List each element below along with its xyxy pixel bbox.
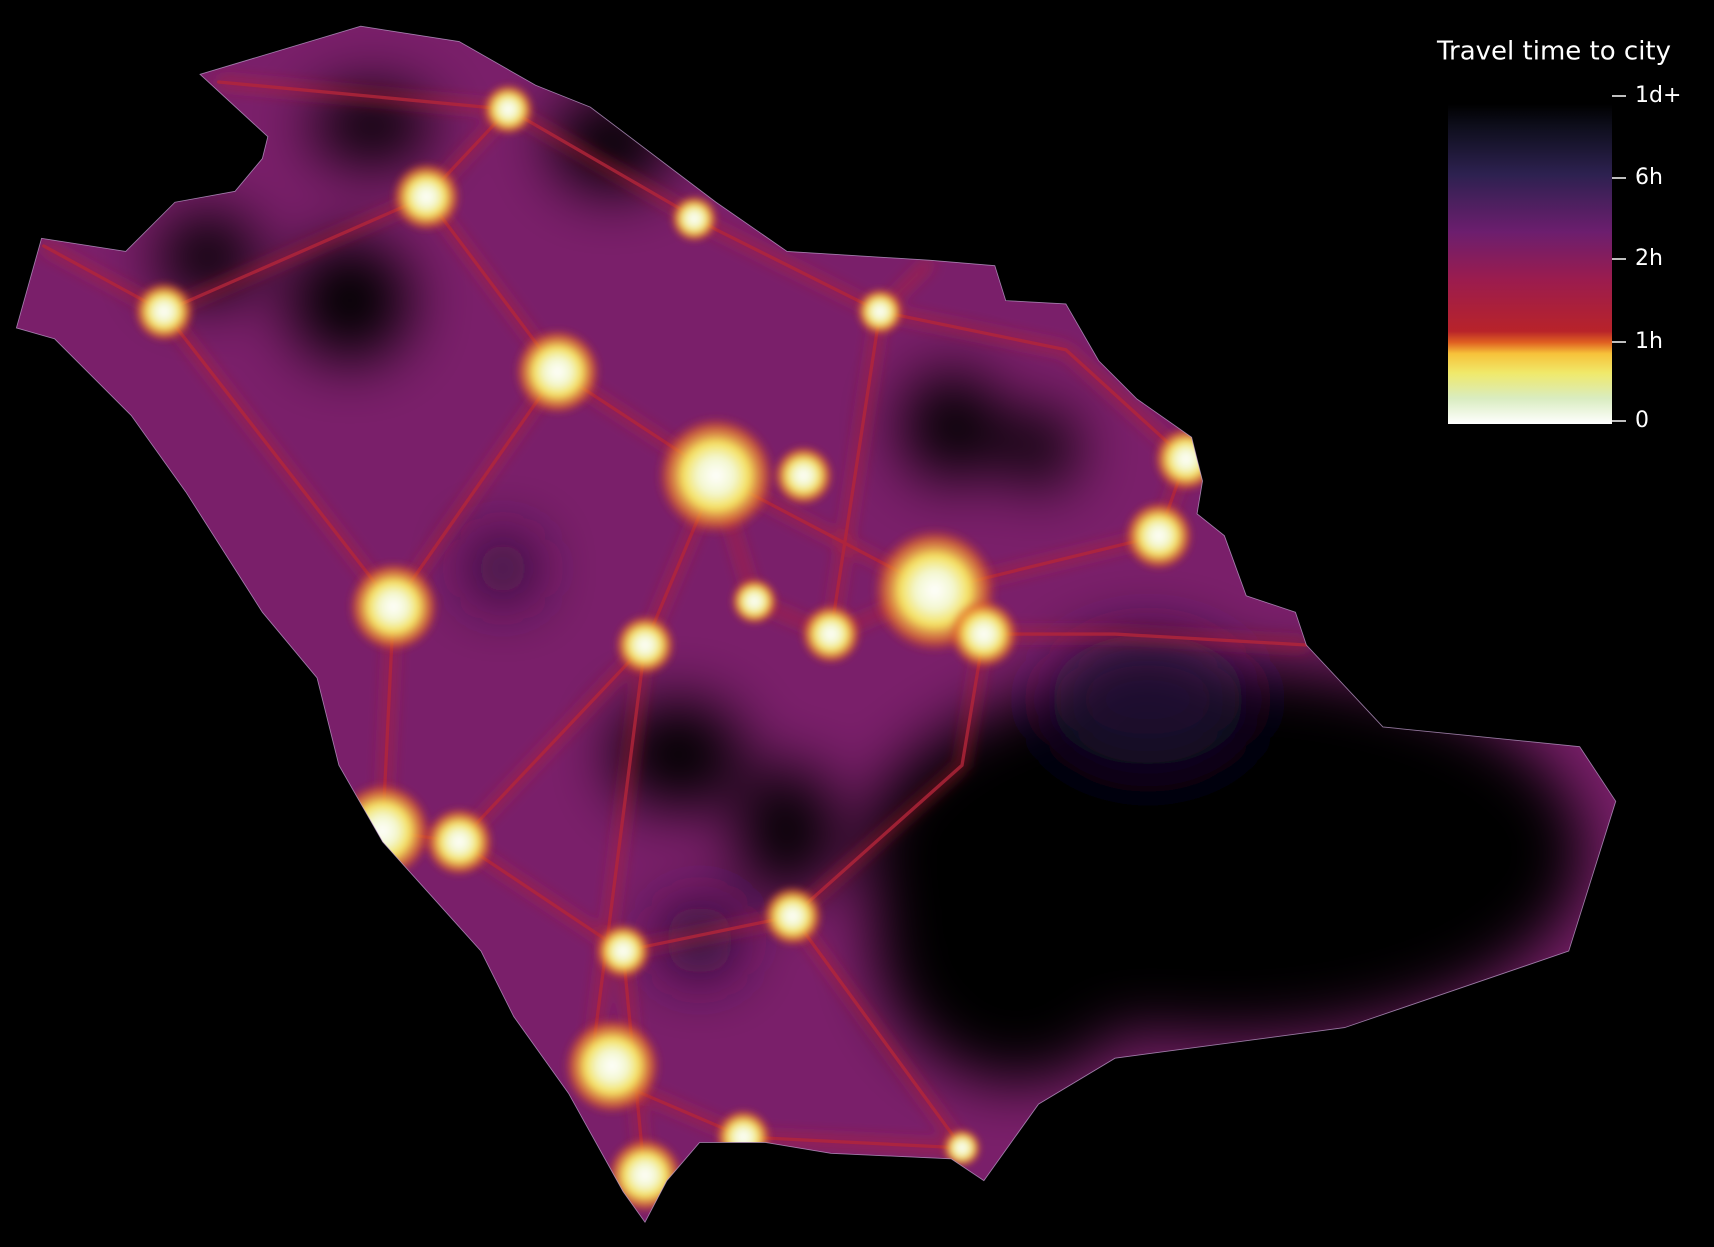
color-bar (1448, 104, 1612, 424)
legend-label: 1d+ (1635, 83, 1681, 108)
remote-areas (158, 87, 1586, 1083)
legend-title: Travel time to city (1436, 37, 1671, 67)
border (15, 25, 1617, 1224)
legend-label: 2h (1635, 246, 1663, 271)
legend-label: 0 (1635, 408, 1649, 433)
legend-label: 6h (1635, 165, 1663, 190)
legend: Travel time to city 1d+ 6h 2h 1h 0 (1436, 37, 1681, 434)
country-map (15, 25, 1617, 1224)
legend-label: 1h (1635, 329, 1663, 354)
travel-time-surface (16, 26, 1616, 1223)
